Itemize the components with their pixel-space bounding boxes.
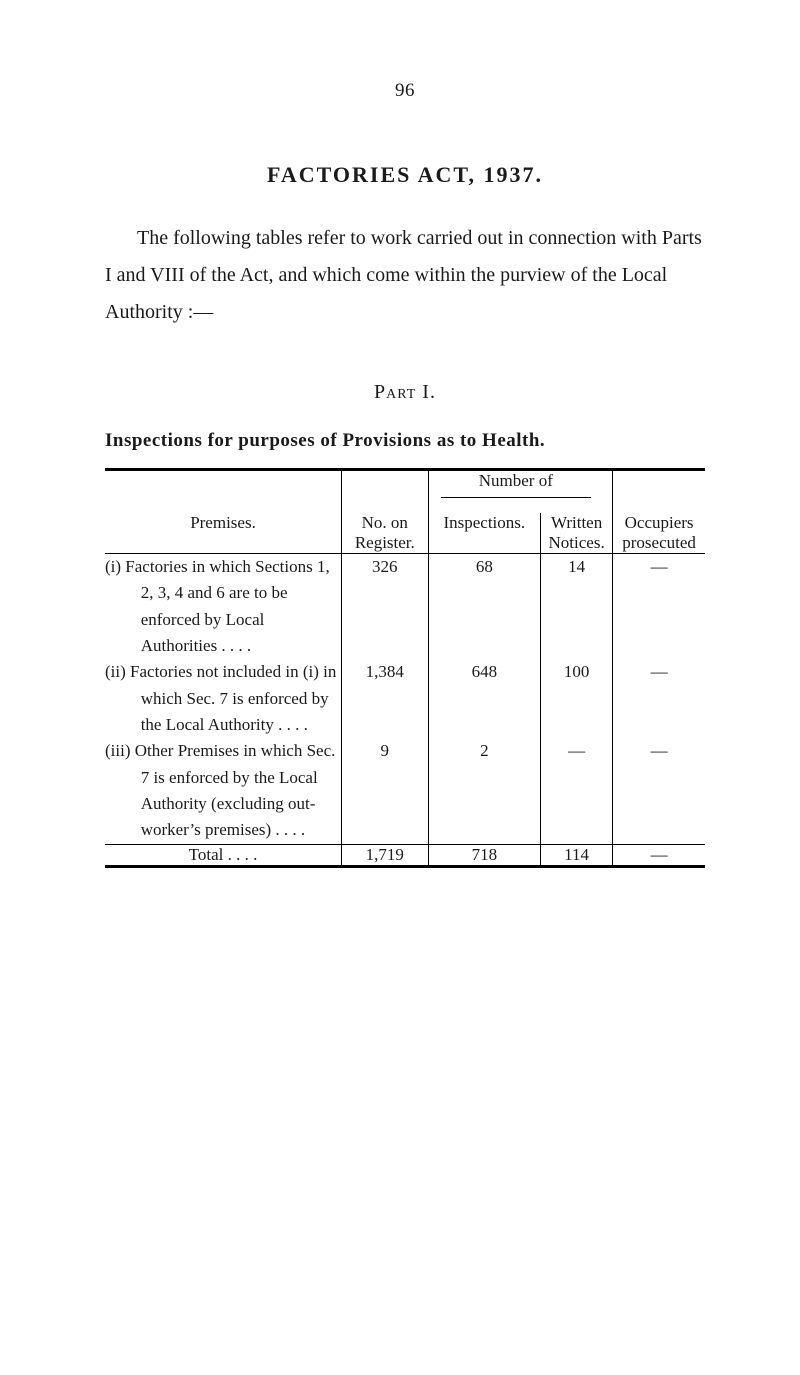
cell-total-occupiers: — bbox=[613, 845, 705, 865]
table-row: (i) Factories in which Sect­ions 1, 2, 3… bbox=[105, 554, 705, 659]
table-header-top: Number of bbox=[105, 471, 705, 513]
cell-inspections: 2 bbox=[428, 738, 541, 844]
cell-occupiers: — bbox=[613, 554, 705, 659]
document-title: FACTORIES ACT, 1937. bbox=[105, 162, 705, 188]
table-row: (ii) Factories not included in (i) in wh… bbox=[105, 659, 705, 738]
inspections-table: Number of Premises. No. on Register. Ins… bbox=[105, 468, 705, 868]
part-label: Part I. bbox=[105, 381, 705, 404]
cell-total-notices: 114 bbox=[541, 845, 613, 865]
column-header-occupiers: Occupiers prosecuted bbox=[613, 513, 705, 554]
table-row: (iii) Other Premises in which Sec. 7 is … bbox=[105, 738, 705, 844]
cell-register: 1,384 bbox=[342, 659, 429, 738]
subsection-heading: Inspections for purposes of Provisions a… bbox=[105, 430, 705, 452]
page: 96 FACTORIES ACT, 1937. The following ta… bbox=[0, 0, 800, 1375]
table-header-labels: Premises. No. on Register. Inspections. … bbox=[105, 513, 705, 554]
cell-register: 326 bbox=[342, 554, 429, 659]
cell-notices: 100 bbox=[541, 659, 613, 738]
cell-total-label: Total . . . . bbox=[105, 845, 341, 865]
cell-inspections: 68 bbox=[428, 554, 541, 659]
cell-total-inspections: 718 bbox=[428, 845, 541, 865]
cell-premises: (iii) Other Premises in which Sec. 7 is … bbox=[105, 738, 337, 843]
cell-occupiers: — bbox=[613, 738, 705, 844]
cell-notices: 14 bbox=[541, 554, 613, 659]
cell-premises: (ii) Factories not included in (i) in wh… bbox=[105, 659, 337, 738]
cell-inspections: 648 bbox=[428, 659, 541, 738]
column-header-register: No. on Register. bbox=[342, 513, 429, 554]
cell-register: 9 bbox=[342, 738, 429, 844]
column-header-premises: Premises. bbox=[105, 513, 342, 554]
cell-occupiers: — bbox=[613, 659, 705, 738]
cell-notices: — bbox=[541, 738, 613, 844]
cell-premises: (i) Factories in which Sect­ions 1, 2, 3… bbox=[105, 554, 337, 659]
page-number: 96 bbox=[105, 80, 705, 102]
column-header-notices: Written Notices. bbox=[541, 513, 613, 554]
intro-paragraph: The following tables refer to work carri… bbox=[105, 220, 705, 331]
cell-total-register: 1,719 bbox=[342, 845, 429, 865]
column-header-number-of: Number of bbox=[441, 471, 592, 498]
table-row-total: Total . . . . 1,719 718 114 — bbox=[105, 845, 705, 865]
column-header-inspections: Inspections. bbox=[428, 513, 541, 554]
